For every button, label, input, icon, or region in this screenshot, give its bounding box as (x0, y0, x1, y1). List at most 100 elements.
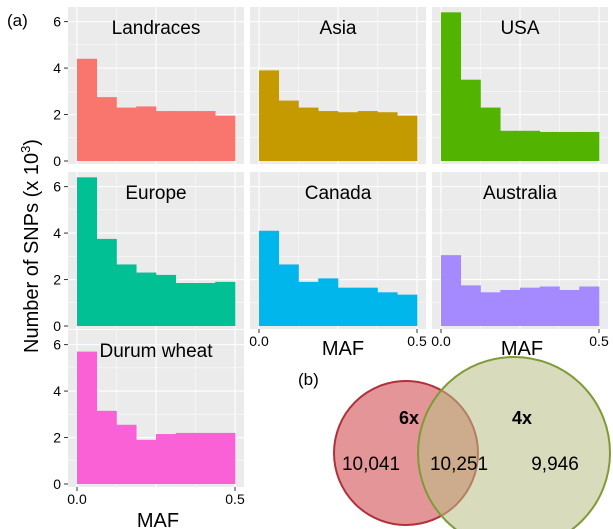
bar-usa (539, 131, 560, 161)
bar-australia (579, 286, 600, 326)
bar-europe (156, 274, 177, 326)
y-axis-label-superscript: 3 (18, 146, 33, 153)
bar-asia (338, 112, 359, 161)
panel-title-durum-wheat: Durum wheat (100, 341, 214, 362)
x-tick-label: 0.0 (67, 491, 87, 507)
bar-landraces (195, 111, 216, 161)
bar-canada (298, 281, 319, 326)
x-axis-label-australia: MAF (501, 338, 543, 360)
panel-durum-wheat: Durum wheat 0 2 4 6 0.0 0.5 (53, 330, 245, 507)
bar-europe (136, 272, 157, 326)
x-tick-label: 0.0 (431, 333, 451, 349)
x-tick-label: 0.5 (407, 333, 427, 349)
bar-asia (298, 107, 319, 161)
panel-canada: Canada 0.0 0.5 (249, 172, 427, 349)
bar-durum-wheat (116, 424, 137, 484)
bar-durum-wheat (215, 432, 236, 484)
x-axis-label-canada: MAF (322, 338, 364, 360)
panel-asia: Asia (250, 7, 426, 164)
bar-asia (278, 100, 299, 161)
panel-a-label: (a) (7, 11, 28, 30)
bar-australia (441, 255, 462, 326)
bar-durum-wheat (195, 432, 216, 484)
bar-europe (77, 177, 98, 326)
venn-count-overlap: 10,251 (430, 454, 488, 475)
bar-australia (539, 286, 560, 326)
bar-landraces (136, 106, 157, 161)
panel-australia: Australia 0.0 0.5 (431, 172, 609, 349)
y-tick-label: 0 (53, 476, 61, 492)
bar-asia (259, 70, 280, 161)
x-tick-label: 0.5 (589, 333, 609, 349)
panel-landraces: Landraces 0 2 4 6 (53, 7, 244, 169)
bar-canada (377, 292, 398, 326)
bar-canada (278, 264, 299, 326)
bar-canada (259, 230, 280, 326)
panel-b-label: (b) (298, 370, 319, 389)
bar-durum-wheat (96, 410, 117, 484)
bar-europe (195, 283, 216, 326)
bar-landraces (96, 97, 117, 161)
venn-count-4x-only: 9,946 (531, 454, 579, 475)
panel-title-australia: Australia (483, 183, 557, 204)
bar-australia (559, 289, 580, 326)
bar-durum-wheat (136, 439, 157, 484)
bar-durum-wheat (77, 351, 98, 484)
bar-usa (480, 107, 501, 161)
y-tick-label: 2 (53, 107, 61, 123)
bar-landraces (215, 115, 236, 161)
y-tick-label: 0 (53, 318, 61, 334)
y-tick-label: 6 (53, 337, 61, 353)
venn-count-6x-only: 10,041 (342, 454, 400, 475)
bar-europe (215, 281, 236, 326)
venn-circle-4x (417, 356, 611, 529)
bar-durum-wheat (175, 432, 196, 484)
y-tick-label: 4 (53, 383, 61, 399)
bar-canada (318, 278, 339, 326)
venn-label-6x: 6x (399, 408, 419, 428)
bar-asia (357, 111, 378, 161)
bar-usa (500, 130, 521, 161)
y-tick-label: 2 (53, 430, 61, 446)
bar-landraces (175, 111, 196, 161)
bar-europe (175, 283, 196, 326)
panel-title-asia: Asia (320, 18, 357, 39)
bar-australia (520, 287, 541, 326)
venn-diagram: 6x 4x 10,041 10,251 9,946 (333, 356, 611, 529)
bar-asia (318, 111, 339, 161)
x-tick-label: 0.5 (225, 491, 245, 507)
bar-canada (338, 287, 359, 326)
y-axis-label: Number of SNPs (x 103) (18, 139, 43, 353)
bar-usa (579, 131, 600, 161)
bar-asia (397, 115, 418, 161)
bar-australia (460, 285, 481, 326)
panel-title-landraces: Landraces (112, 18, 201, 39)
y-axis-label-close: ) (21, 139, 43, 146)
y-tick-label: 6 (53, 14, 61, 30)
bar-europe (116, 264, 137, 326)
bar-asia (377, 112, 398, 161)
panel-title-europe: Europe (125, 183, 186, 204)
bar-australia (500, 289, 521, 326)
venn-label-4x: 4x (512, 408, 532, 428)
bar-europe (96, 238, 117, 326)
bar-landraces (156, 111, 177, 161)
panel-title-canada: Canada (305, 183, 372, 204)
x-axis-label-durum: MAF (137, 510, 179, 529)
bar-usa (520, 130, 541, 161)
y-tick-label: 6 (53, 179, 61, 195)
y-tick-label: 4 (53, 225, 61, 241)
bar-durum-wheat (156, 434, 177, 484)
bar-usa (559, 131, 580, 161)
bar-landraces (77, 58, 98, 161)
bar-landraces (116, 107, 137, 161)
y-tick-label: 0 (53, 153, 61, 169)
bar-canada (357, 287, 378, 326)
bar-usa (441, 12, 462, 162)
y-axis-label-main: Number of SNPs (x 10 (21, 153, 43, 353)
y-tick-label: 4 (53, 60, 61, 76)
bar-canada (397, 294, 418, 326)
bar-usa (460, 79, 481, 161)
